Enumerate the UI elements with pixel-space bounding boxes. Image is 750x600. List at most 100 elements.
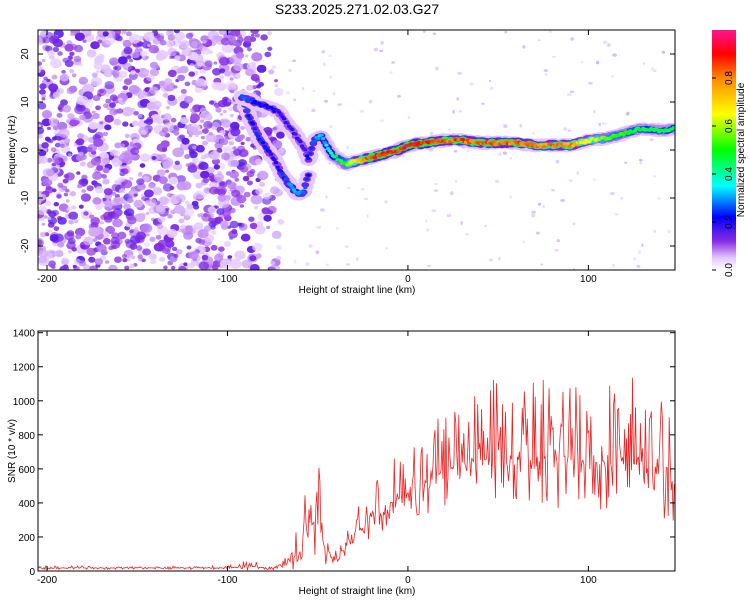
colorbar-tick-label: 0.8	[724, 71, 735, 85]
heatmap-noise-blob	[225, 81, 237, 91]
heatmap-noise-blob	[567, 93, 572, 96]
heatmap-noise-blob	[175, 51, 180, 55]
heatmap-noise-blob	[65, 188, 70, 193]
heatmap-branch-cell	[267, 150, 272, 154]
heatmap-noise-blob	[38, 149, 47, 157]
heatmap-noise-blob	[138, 171, 143, 176]
heatmap-noise-blob	[77, 133, 84, 139]
heatmap-noise-blob	[189, 63, 194, 67]
heatmap-noise-blob	[194, 222, 204, 231]
heatmap-noise-blob	[52, 38, 64, 48]
heatmap-noise-blob	[114, 150, 121, 156]
heatmap-noise-blob	[136, 231, 147, 240]
colorbar-tick-label: 0.4	[724, 167, 735, 181]
heatmap-noise-blob	[593, 110, 596, 114]
heatmap-branch-cell	[303, 185, 308, 190]
heatmap-noise-blob	[93, 138, 104, 147]
heatmap-noise-blob	[90, 157, 102, 166]
heatmap-noise-blob	[426, 264, 432, 267]
heatmap-noise-blob	[227, 107, 233, 112]
heatmap-noise-blob	[133, 193, 138, 197]
heatmap-noise-blob	[165, 105, 170, 110]
heatmap-noise-blob	[256, 64, 267, 73]
heatmap-noise-blob	[180, 180, 192, 190]
heatmap-noise-blob	[56, 194, 62, 199]
heatmap-noise-blob	[204, 153, 211, 159]
heatmap-noise-blob	[56, 112, 63, 118]
heatmap-branch-cell	[244, 109, 249, 113]
heatmap-noise-blob	[92, 95, 101, 102]
heatmap-noise-blob	[125, 31, 132, 37]
heatmap-noise-blob	[101, 174, 107, 179]
heatmap-noise-blob	[272, 126, 278, 131]
heatmap-noise-blob	[195, 144, 205, 153]
heatmap-noise-blob	[52, 46, 60, 53]
heatmap-noise-blob	[66, 87, 76, 95]
heatmap-noise-blob	[200, 119, 205, 123]
heatmap-noise-blob	[103, 238, 111, 245]
heatmap-noise-blob	[250, 33, 255, 38]
heatmap-noise-blob	[116, 222, 121, 226]
heatmap-noise-blob	[570, 37, 574, 41]
heatmap-noise-blob	[277, 219, 285, 225]
heatmap-noise-blob	[229, 113, 234, 118]
heatmap-noise-blob	[158, 176, 168, 185]
heatmap-noise-blob	[69, 32, 75, 36]
heatmap-noise-blob	[253, 205, 259, 210]
heatmap-noise-blob	[267, 205, 277, 214]
heatmap-noise-blob	[637, 250, 642, 254]
heatmap-noise-blob	[328, 162, 331, 165]
heatmap-noise-blob	[74, 227, 86, 237]
heatmap-noise-blob	[219, 138, 229, 146]
heatmap-noise-blob	[247, 180, 253, 186]
heatmap-noise-blob	[124, 238, 131, 244]
heatmap-noise-blob	[122, 62, 133, 71]
heatmap-noise-blob	[292, 59, 296, 63]
heatmap-ridge-cell	[281, 117, 287, 121]
heatmap-noise-blob	[344, 245, 350, 249]
heatmap-noise-blob	[260, 34, 268, 41]
heatmap-noise-blob	[81, 189, 86, 194]
heatmap-noise-blob	[481, 102, 485, 105]
heatmap-noise-blob	[667, 229, 671, 233]
heatmap-noise-blob	[92, 197, 102, 205]
heatmap-noise-blob	[236, 195, 247, 204]
colorbar-tick-label: 0.0	[724, 263, 735, 277]
heatmap-noise-blob	[544, 73, 548, 76]
heatmap-noise-blob	[184, 81, 191, 87]
heatmap-noise-blob	[456, 97, 460, 101]
heatmap-noise-blob	[124, 133, 130, 138]
x-tick-label: -100	[217, 575, 237, 586]
heatmap-noise-blob	[548, 30, 552, 34]
heatmap-noise-blob	[38, 61, 42, 66]
heatmap-noise-blob	[335, 227, 339, 230]
heatmap-noise-blob	[123, 203, 131, 210]
heatmap-noise-blob	[227, 255, 233, 259]
heatmap-noise-blob	[385, 247, 388, 250]
heatmap-branch-cell	[256, 134, 261, 138]
heatmap-noise-blob	[99, 89, 105, 94]
heatmap-noise-blob	[271, 230, 282, 239]
heatmap-noise-blob	[288, 68, 292, 73]
heatmap-ridge-cell	[329, 151, 334, 155]
heatmap-branch-cell	[301, 191, 306, 195]
heatmap-noise-blob	[504, 30, 508, 34]
heatmap-branch-cell	[306, 173, 311, 177]
heatmap-noise-blob	[71, 205, 77, 210]
heatmap-noise-blob	[639, 161, 642, 165]
heatmap-noise-blob	[177, 74, 186, 82]
heatmap-noise-blob	[63, 192, 69, 197]
heatmap-noise-blob	[458, 110, 462, 113]
heatmap-ridge-cell	[298, 140, 303, 144]
heatmap-noise-blob	[48, 210, 57, 218]
heatmap-noise-blob	[220, 119, 225, 123]
heatmap-noise-blob	[612, 53, 618, 57]
heatmap-noise-blob	[59, 73, 69, 82]
y-tick-label: 600	[18, 465, 35, 476]
heatmap-noise-blob	[97, 39, 103, 44]
heatmap-noise-blob	[244, 54, 249, 58]
heatmap-noise-blob	[237, 145, 246, 153]
heatmap-noise-blob	[228, 230, 238, 239]
heatmap-noise-blob	[133, 199, 144, 208]
heatmap-noise-blob	[145, 211, 150, 215]
